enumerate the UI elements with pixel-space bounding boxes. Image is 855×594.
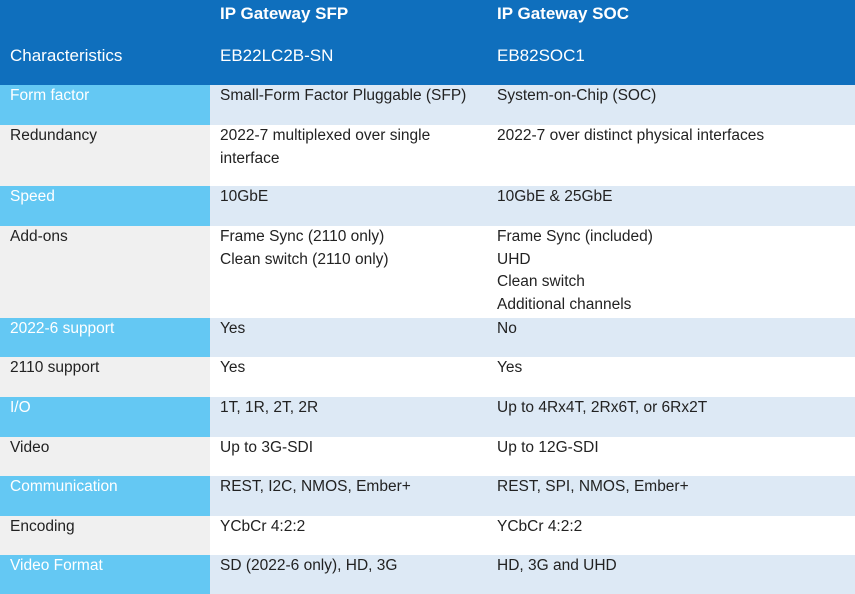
soc-value-cell: YCbCr 4:2:2 bbox=[487, 516, 855, 555]
table-row: Add-ons Frame Sync (2110 only) Clean switc… bbox=[0, 226, 855, 318]
header-product-sfp: IP Gateway SFP EB22LC2B-SN bbox=[210, 0, 487, 85]
table-row: Redundancy 2022-7 multiplexed over single… bbox=[0, 125, 855, 186]
soc-value-cell: 10GbE & 25GbE bbox=[487, 186, 855, 226]
value-line: Clean switch (2110 only) bbox=[220, 250, 389, 268]
characteristic-cell: Add-ons bbox=[0, 226, 210, 318]
value-line: 10GbE bbox=[220, 188, 269, 205]
table-row: Speed 10GbE 10GbE & 25GbE bbox=[0, 186, 855, 226]
header-characteristics: Characteristics bbox=[0, 0, 210, 85]
value-line: No bbox=[497, 320, 517, 337]
sfp-value-cell: 10GbE bbox=[210, 186, 487, 226]
product-soc-model: EB82SOC1 bbox=[497, 46, 585, 65]
table-header: Characteristics IP Gateway SFP EB22LC2B-… bbox=[0, 0, 855, 85]
characteristic-cell: Video bbox=[0, 437, 210, 476]
product-sfp-title: IP Gateway SFP bbox=[220, 4, 349, 23]
value-line: HD, 3G and UHD bbox=[497, 557, 617, 574]
value-line: Additional channels bbox=[497, 295, 632, 313]
header-row: Characteristics IP Gateway SFP EB22LC2B-… bbox=[0, 0, 855, 85]
characteristic-cell: 2110 support bbox=[0, 357, 210, 397]
characteristic-cell: Encoding bbox=[0, 516, 210, 555]
characteristic-cell: Communication bbox=[0, 476, 210, 516]
value-line: 2022-7 multiplexed over single interface bbox=[220, 127, 431, 167]
value-line: System-on-Chip (SOC) bbox=[497, 87, 657, 104]
soc-value-cell: Yes bbox=[487, 357, 855, 397]
value-line: 10GbE & 25GbE bbox=[497, 188, 613, 205]
table-row: Video Format SD (2022-6 only), HD, 3G HD, … bbox=[0, 555, 855, 594]
table-row: 2110 support Yes Yes bbox=[0, 357, 855, 397]
characteristic-cell: Redundancy bbox=[0, 125, 210, 186]
sfp-value-cell: Small-Form Factor Pluggable (SFP) bbox=[210, 85, 487, 125]
value-line: YCbCr 4:2:2 bbox=[220, 518, 306, 535]
characteristic-cell: Speed bbox=[0, 186, 210, 226]
characteristics-label: Characteristics bbox=[10, 46, 123, 65]
table-row: I/O 1T, 1R, 2T, 2R Up to 4Rx4T, 2Rx6T, or … bbox=[0, 397, 855, 437]
table-row: Encoding YCbCr 4:2:2 YCbCr 4:2:2 bbox=[0, 516, 855, 555]
value-line: 1T, 1R, 2T, 2R bbox=[220, 399, 319, 416]
sfp-value-cell: Up to 3G-SDI bbox=[210, 437, 487, 476]
value-line: Up to 4Rx4T, 2Rx6T, or 6Rx2T bbox=[497, 399, 708, 416]
sfp-value-cell: 2022-7 multiplexed over single interface bbox=[210, 125, 487, 186]
sfp-value-cell: REST, I2C, NMOS, Ember+ bbox=[210, 476, 487, 516]
soc-value-cell: Up to 4Rx4T, 2Rx6T, or 6Rx2T bbox=[487, 397, 855, 437]
sfp-value-cell: YCbCr 4:2:2 bbox=[210, 516, 487, 555]
soc-value-cell: REST, SPI, NMOS, Ember+ bbox=[487, 476, 855, 516]
sfp-value-cell: Yes bbox=[210, 318, 487, 357]
value-line: Yes bbox=[220, 359, 246, 376]
header-product-soc: IP Gateway SOC EB82SOC1 bbox=[487, 0, 855, 85]
value-line: UHD bbox=[497, 250, 531, 268]
product-soc-title: IP Gateway SOC bbox=[497, 4, 629, 23]
value-line: REST, I2C, NMOS, Ember+ bbox=[220, 478, 411, 495]
soc-value-cell: Frame Sync (included) UHD Clean switch Addi… bbox=[487, 226, 855, 318]
soc-value-cell: Up to 12G-SDI bbox=[487, 437, 855, 476]
value-line: REST, SPI, NMOS, Ember+ bbox=[497, 478, 689, 495]
table-row: Form factor Small-Form Factor Pluggable (… bbox=[0, 85, 855, 125]
product-sfp-model: EB22LC2B-SN bbox=[220, 46, 334, 65]
characteristic-cell: 2022-6 support bbox=[0, 318, 210, 357]
characteristic-cell: Form factor bbox=[0, 85, 210, 125]
value-line: Up to 3G-SDI bbox=[220, 439, 314, 456]
table-row: Communication REST, I2C, NMOS, Ember+ REST… bbox=[0, 476, 855, 516]
soc-value-cell: 2022-7 over distinct physical interfaces bbox=[487, 125, 855, 186]
sfp-value-cell: 1T, 1R, 2T, 2R bbox=[210, 397, 487, 437]
sfp-value-cell: Yes bbox=[210, 357, 487, 397]
value-line: SD (2022-6 only), HD, 3G bbox=[220, 557, 398, 574]
soc-value-cell: No bbox=[487, 318, 855, 357]
soc-value-cell: System-on-Chip (SOC) bbox=[487, 85, 855, 125]
value-line: Yes bbox=[220, 320, 246, 337]
characteristic-cell: Video Format bbox=[0, 555, 210, 594]
value-line: Small-Form Factor Pluggable (SFP) bbox=[220, 87, 467, 104]
value-line: YCbCr 4:2:2 bbox=[497, 518, 583, 535]
value-line: Frame Sync (2110 only) bbox=[220, 228, 385, 245]
sfp-value-cell: SD (2022-6 only), HD, 3G bbox=[210, 555, 487, 594]
value-line: Clean switch bbox=[497, 273, 585, 290]
value-line: Frame Sync (included) bbox=[497, 228, 653, 245]
value-line: 2022-7 over distinct physical interfaces bbox=[497, 127, 765, 144]
soc-value-cell: HD, 3G and UHD bbox=[487, 555, 855, 594]
table-row: Video Up to 3G-SDI Up to 12G-SDI bbox=[0, 437, 855, 476]
table-row: 2022-6 support Yes No bbox=[0, 318, 855, 357]
value-line: Up to 12G-SDI bbox=[497, 439, 599, 456]
characteristic-cell: I/O bbox=[0, 397, 210, 437]
value-line: Yes bbox=[497, 359, 523, 376]
sfp-value-cell: Frame Sync (2110 only) Clean switch (2110… bbox=[210, 226, 487, 318]
table-body: Form factor Small-Form Factor Pluggable (… bbox=[0, 85, 855, 594]
